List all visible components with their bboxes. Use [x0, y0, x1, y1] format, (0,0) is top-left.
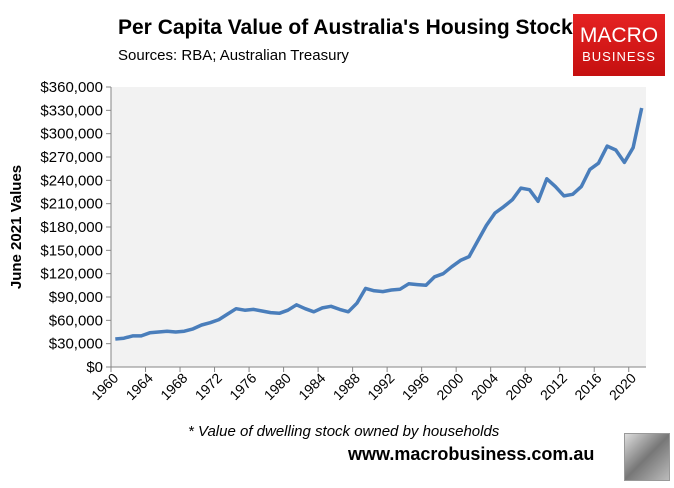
x-tick-label: 2016 [571, 370, 604, 403]
y-tick-label: $180,000 [40, 219, 103, 236]
y-tick-label: $90,000 [49, 289, 103, 306]
y-tick-label: $120,000 [40, 266, 103, 283]
plot-area [111, 87, 646, 367]
y-tick-label: $270,000 [40, 149, 103, 166]
x-tick-label: 2012 [537, 370, 570, 403]
y-axis-title: June 2021 Values [8, 165, 25, 289]
y-tick-label: $240,000 [40, 172, 103, 189]
chart-title: Per Capita Value of Australia's Housing … [118, 16, 581, 39]
logo-line1: MACRO [579, 24, 659, 47]
y-tick-label: $0 [86, 359, 103, 376]
website-url: www.macrobusiness.com.au [348, 444, 595, 464]
y-tick-label: $300,000 [40, 126, 103, 143]
x-tick-label: 2004 [468, 370, 501, 403]
y-tick-label: $60,000 [49, 312, 103, 329]
x-tick-label: 1968 [157, 370, 190, 403]
x-tick-label: 1984 [295, 370, 328, 403]
y-tick-label: $150,000 [40, 242, 103, 259]
x-tick-label: 1988 [330, 370, 363, 403]
logo-line2: BUSINESS [582, 49, 656, 64]
y-tick-label: $30,000 [49, 336, 103, 353]
footnote: * Value of dwelling stock owned by house… [188, 423, 500, 440]
x-tick-label: 1992 [364, 370, 397, 403]
y-tick-label: $330,000 [40, 102, 103, 119]
macrobusiness-logo: MACRO BUSINESS [573, 14, 665, 76]
y-tick-label: $210,000 [40, 196, 103, 213]
x-tick-label: 2000 [433, 370, 466, 403]
x-tick-label: 1980 [261, 370, 294, 403]
chart-subtitle: Sources: RBA; Australian Treasury [118, 47, 349, 64]
x-tick-label: 2008 [502, 370, 535, 403]
x-tick-label: 2020 [606, 370, 639, 403]
x-tick-label: 1972 [192, 370, 225, 403]
x-tick-label: 1976 [226, 370, 259, 403]
series-line [115, 107, 644, 341]
wolf-mascot-image [624, 433, 670, 481]
x-tick-label: 1964 [123, 370, 156, 403]
y-tick-label: $360,000 [40, 79, 103, 96]
x-tick-label: 1996 [399, 370, 432, 403]
